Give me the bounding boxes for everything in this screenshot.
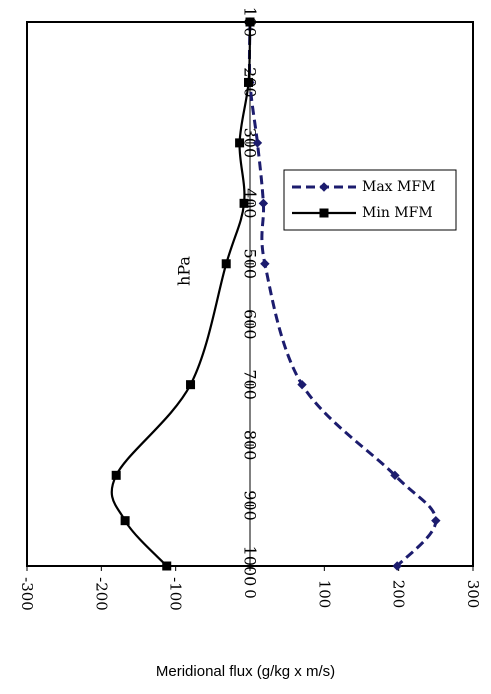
min-mfm-point <box>245 17 255 27</box>
min-mfm-point <box>162 561 172 571</box>
min-mfm-point <box>239 198 249 208</box>
flux-tick-label: -300 <box>18 577 36 611</box>
max-mfm-line <box>247 21 438 568</box>
flux-tick-label: 200 <box>390 580 408 609</box>
legend-marker <box>319 208 329 218</box>
pressure-tick-label: 700 <box>241 369 260 400</box>
y-axis-label: hPa <box>175 256 194 286</box>
legend-label: Min MFM <box>362 205 433 221</box>
legend-marker <box>319 182 329 192</box>
flux-tick-label: -200 <box>92 577 110 611</box>
min-mfm-point <box>235 138 245 148</box>
legend: Max MFM Min MFM <box>283 169 457 231</box>
flux-tick-label: 0 <box>241 589 259 599</box>
max-mfm-point <box>297 379 307 390</box>
max-mfm-point <box>258 198 269 209</box>
x-axis-label: Meridional flux (g/kg x m/s) <box>155 663 336 680</box>
legend-box <box>283 169 457 231</box>
legend-label: Max MFM <box>362 179 435 195</box>
min-mfm-line <box>110 21 252 567</box>
max-mfm-point <box>390 470 400 481</box>
flux-tick-label: 300 <box>464 580 482 609</box>
series-markers <box>111 17 441 571</box>
min-mfm-point <box>186 380 196 390</box>
max-mfm-point <box>431 515 441 526</box>
flux-ticks: -300 -200 -100 0 100 200 300 <box>18 566 482 611</box>
pressure-tick-label: 800 <box>241 430 260 461</box>
pressure-tick-label: 500 <box>241 249 260 280</box>
max-mfm-point <box>392 561 402 571</box>
pressure-tick-label: 600 <box>241 309 260 340</box>
min-mfm-point <box>244 77 254 87</box>
flux-tick-label: -100 <box>167 577 185 611</box>
pressure-tick-label: 300 <box>241 128 260 159</box>
min-mfm-point <box>120 516 130 526</box>
max-mfm-point <box>260 259 270 269</box>
min-mfm-point <box>221 259 231 269</box>
series-lines <box>110 21 438 568</box>
min-mfm-point <box>111 470 121 480</box>
flux-tick-label: 100 <box>315 580 333 609</box>
pressure-tick-label: 900 <box>241 490 260 521</box>
max-mfm-point <box>252 138 263 148</box>
